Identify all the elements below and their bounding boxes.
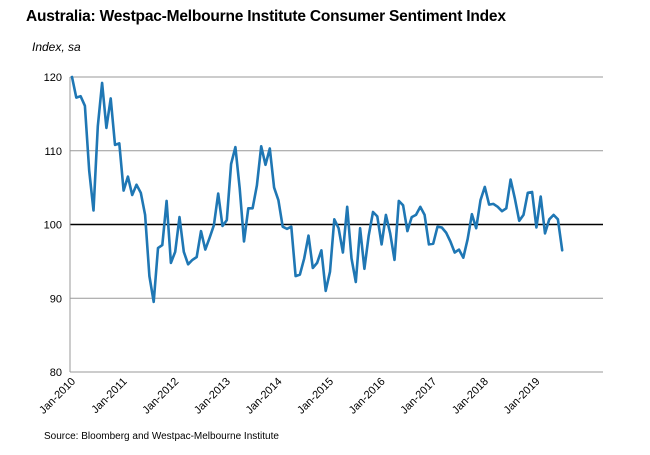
series-group [70, 75, 564, 304]
x-tick-label: Jan-2012 [140, 376, 181, 417]
x-tick-label: Jan-2016 [347, 376, 388, 417]
y-axis: 80 90 100 110 120 [44, 72, 71, 379]
chart-title: Australia: Westpac-Melbourne Institute C… [26, 8, 506, 25]
y-tick-label: 110 [44, 146, 62, 158]
x-tick-label: Jan-2015 [295, 376, 336, 417]
source-note: Source: Bloomberg and Westpac-Melbourne … [44, 431, 279, 442]
x-tick-label: Jan-2014 [244, 376, 285, 417]
x-tick-label: Jan-2019 [502, 376, 543, 417]
series-line-consumer-sentiment [70, 75, 564, 304]
x-tick-label: Jan-2010 [37, 376, 78, 417]
x-tick-label: Jan-2013 [192, 376, 233, 417]
x-tick-label: Jan-2011 [89, 376, 129, 416]
x-tick-label: Jan-2018 [450, 376, 491, 417]
y-tick-label: 80 [50, 367, 62, 379]
y-tick-label: 90 [50, 293, 62, 305]
y-tick-label: 100 [44, 220, 62, 232]
x-tick-label: Jan-2017 [398, 376, 439, 417]
y-tick-label: 120 [44, 72, 62, 84]
x-axis: Jan-2010 Jan-2011 Jan-2012 Jan-2013 Jan-2014… [37, 376, 542, 417]
y-axis-unit-label: Index, sa [32, 40, 81, 54]
